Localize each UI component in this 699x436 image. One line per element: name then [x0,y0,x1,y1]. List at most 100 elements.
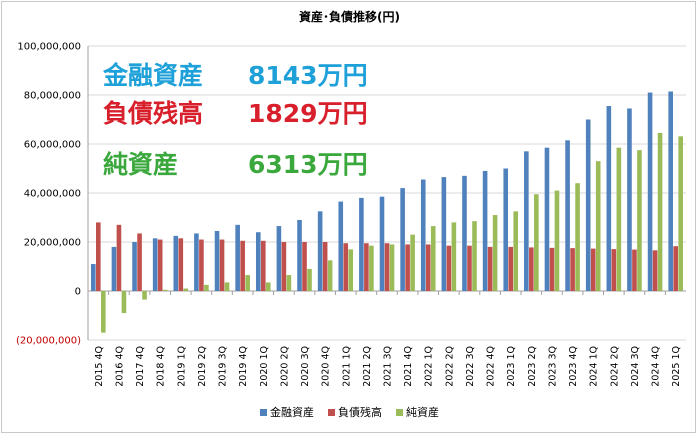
bar [245,275,250,291]
legend-item-net-assets: 純資産 [396,404,439,420]
bar [338,201,344,291]
legend-label: 金融資産 [270,406,314,419]
bar [590,248,596,291]
annotation-financial-assets: 金融資産 8143万円 [103,56,368,92]
bar [544,147,550,291]
legend-swatch [396,408,403,416]
annotation-net-assets: 純資産 6313万円 [103,145,368,181]
bar [359,197,364,291]
annotation-financial-assets-label: 金融資産 [103,61,204,90]
bar [121,291,127,314]
y-tick-label: 80,000,000 [24,91,81,102]
bar [575,183,580,291]
y-tick-label: 60,000,000 [24,140,81,151]
bar [199,239,204,291]
bar [673,246,678,291]
bar [492,215,498,291]
bar [142,291,147,300]
bar [260,240,266,291]
bar [482,170,488,291]
x-tick-label: 2019 4Q [238,346,249,387]
x-tick-label: 2015 4Q [94,346,105,387]
x-tick-label: 2022 4Q [486,346,497,387]
bar [204,284,209,291]
legend-swatch [328,408,335,416]
bar [487,246,493,291]
x-tick-label: 2019 1Q [176,346,187,387]
chart-title: 資産･負債推移(円) [299,10,400,24]
bar [462,175,467,291]
legend-item-financial-assets: 金融資産 [260,404,314,420]
bar [595,161,601,291]
bar [549,247,555,291]
bar [265,282,271,291]
x-tick-label: 2023 1Q [506,346,517,387]
legend-label: 純資産 [406,406,439,419]
bar [451,222,457,291]
bar [307,268,312,291]
bar [585,119,591,291]
x-tick-label: 2021 3Q [383,346,394,387]
bar [441,177,447,291]
x-tick-label: 2022 2Q [444,346,455,387]
x-tick-label: 2024 2Q [609,346,620,387]
legend-label: 負債残高 [338,406,382,419]
bar [503,168,509,291]
bar [606,106,612,292]
bar [286,275,292,291]
bar [364,243,369,291]
bar [276,226,282,291]
bar [657,132,663,291]
bar [554,190,560,291]
x-tick-label: 2016 4Q [114,346,125,387]
x-tick-label: 2021 4Q [403,346,414,387]
x-tick-label: 2021 1Q [341,346,352,387]
bar [214,230,220,291]
x-tick-label: 2025 1Q [671,346,682,387]
bar [384,243,390,291]
bar [632,249,637,291]
bar [224,282,230,291]
bar [430,226,436,291]
annotation-financial-assets-value: 8143万円 [248,61,368,90]
bar [513,211,519,291]
bar [111,246,117,291]
legend-swatch [260,408,267,416]
bar [137,233,142,291]
bar [240,240,245,291]
bar [317,211,323,291]
bar [389,244,395,291]
x-tick-label: 2019 3Q [218,346,229,387]
bar [668,91,673,292]
bar [281,242,287,291]
bar [255,232,261,291]
x-tick-label: 2023 3Q [547,346,558,387]
bar [322,242,328,291]
bar [343,243,349,291]
bar [524,151,529,291]
y-tick-label: 0 [75,287,81,298]
y-tick-label: 20,000,000 [24,238,81,249]
x-tick-label: 2019 2Q [197,346,208,387]
bar [420,179,426,291]
legend-item-liabilities: 負債残高 [328,404,382,420]
bar [678,136,683,291]
y-tick-label: (20,000,000) [16,336,81,347]
bar [611,249,617,291]
bar [152,238,158,291]
bar [508,246,514,291]
bar [235,224,240,291]
bar [369,245,374,291]
x-tick-label: 2022 1Q [424,346,435,387]
bar [379,196,385,291]
annotation-liabilities: 負債残高 1829万円 [103,94,368,130]
x-tick-label: 2020 3Q [300,346,311,387]
bar [101,291,106,333]
bar [565,140,570,291]
annotation-liabilities-value: 1829万円 [248,99,368,128]
x-tick-label: 2017 4Q [135,346,146,387]
x-tick-label: 2022 3Q [465,346,476,387]
y-tick-label: 40,000,000 [24,189,81,200]
bar [534,194,539,291]
